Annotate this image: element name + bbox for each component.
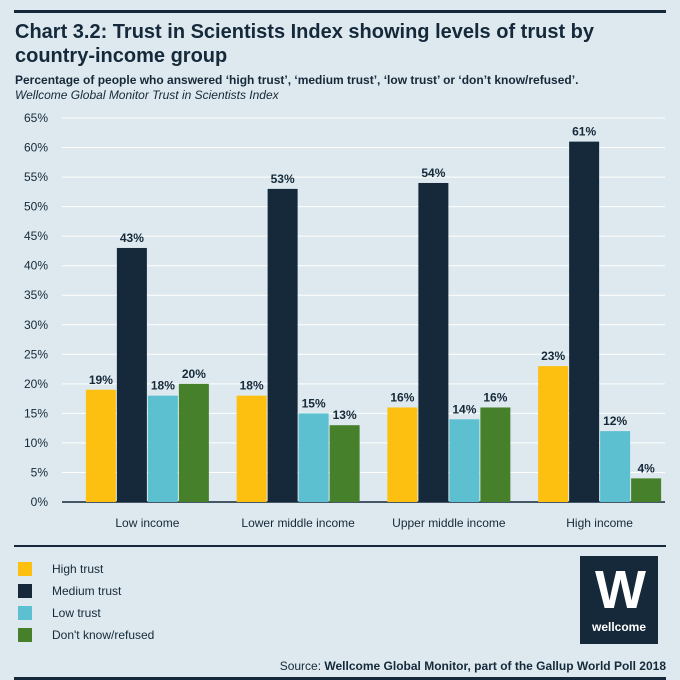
bar <box>329 425 360 502</box>
data-label: 54% <box>421 166 445 180</box>
legend-label-medium-trust: Medium trust <box>52 584 122 598</box>
bar <box>387 407 418 502</box>
legend-item-high-trust: High trust <box>18 558 154 580</box>
top-rule <box>14 10 666 13</box>
y-tick-label: 25% <box>24 347 48 361</box>
chart-subtitle: Percentage of people who answered ‘high … <box>15 73 579 87</box>
y-tick-label: 45% <box>24 229 48 243</box>
data-label: 12% <box>603 414 627 428</box>
logo-mark: W <box>595 560 646 620</box>
data-label: 18% <box>151 379 175 393</box>
logo-wordmark: wellcome <box>591 620 647 634</box>
legend: High trust Medium trust Low trust Don't … <box>18 558 154 646</box>
y-tick-label: 0% <box>31 495 49 509</box>
bar <box>147 395 178 502</box>
data-label: 23% <box>541 349 565 363</box>
x-category-label: High income <box>566 516 633 530</box>
footer-source: Source: Wellcome Global Monitor, part of… <box>280 659 666 673</box>
bar <box>480 407 511 502</box>
legend-swatch-medium-trust <box>18 584 32 598</box>
data-label: 16% <box>483 390 507 404</box>
legend-swatch-high-trust <box>18 562 32 576</box>
data-label: 15% <box>302 396 326 410</box>
bar <box>418 182 449 502</box>
y-tick-label: 15% <box>24 406 48 420</box>
bar <box>538 366 569 502</box>
y-tick-label: 10% <box>24 436 48 450</box>
y-tick-label: 20% <box>24 377 48 391</box>
bar-chart: 0% 5% 10% 15% 20% 25% 30% 35% 40% 45% 50% 55% 60% 65%… <box>24 111 665 530</box>
bar <box>236 395 267 502</box>
footer-source-text: Wellcome Global Monitor, part of the Gal… <box>324 659 666 673</box>
y-tick-label: 60% <box>24 141 48 155</box>
bar <box>116 247 147 502</box>
data-label: 61% <box>572 125 596 139</box>
legend-label-low-trust: Low trust <box>52 606 101 620</box>
bottom-rule <box>14 545 666 547</box>
legend-item-medium-trust: Medium trust <box>18 580 154 602</box>
y-tick-label: 65% <box>24 111 48 125</box>
y-tick-label: 50% <box>24 200 48 214</box>
legend-item-dont-know: Don't know/refused <box>18 624 154 646</box>
legend-label-dont-know: Don't know/refused <box>52 628 155 642</box>
data-label: 13% <box>333 408 357 422</box>
x-category-label: Upper middle income <box>392 516 506 530</box>
data-label: 14% <box>452 402 476 416</box>
bar <box>449 419 480 502</box>
y-tick-label: 30% <box>24 318 48 332</box>
bar <box>298 413 329 502</box>
legend-label-high-trust: High trust <box>52 562 104 576</box>
y-tick-label: 55% <box>24 170 48 184</box>
data-label: 4% <box>637 461 655 475</box>
bar <box>85 389 116 502</box>
data-label: 19% <box>89 373 113 387</box>
bar <box>267 188 298 502</box>
bar <box>569 141 600 502</box>
x-category-label: Lower middle income <box>241 516 355 530</box>
index-source-note: Wellcome Global Monitor Trust in Scienti… <box>15 88 279 102</box>
y-tick-label: 5% <box>31 465 49 479</box>
legend-item-low-trust: Low trust <box>18 602 154 624</box>
bar <box>600 431 631 502</box>
wellcome-logo-icon: W wellcome <box>580 556 658 644</box>
x-category-label: Low income <box>115 516 179 530</box>
bar <box>631 478 662 502</box>
data-label: 20% <box>182 367 206 381</box>
y-tick-label: 35% <box>24 288 48 302</box>
data-label: 43% <box>120 231 144 245</box>
bar <box>178 383 209 502</box>
y-tick-label: 40% <box>24 259 48 273</box>
data-label: 53% <box>271 172 295 186</box>
data-label: 16% <box>390 390 414 404</box>
data-label: 18% <box>240 379 264 393</box>
footer-prefix: Source: <box>279 659 325 673</box>
legend-swatch-dont-know <box>18 628 32 642</box>
footer-rule <box>14 677 666 680</box>
chart-title: Chart 3.2: Trust in Scientists Index sho… <box>15 21 595 67</box>
legend-swatch-low-trust <box>18 606 32 620</box>
